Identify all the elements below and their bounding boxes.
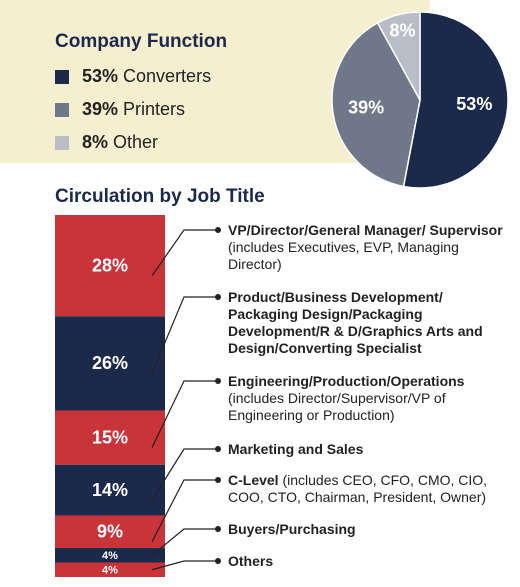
legend-swatch — [55, 103, 69, 117]
chart-title: Circulation by Job Title — [55, 186, 265, 207]
leader-line — [151, 229, 218, 277]
legend-swatch — [55, 70, 69, 84]
leader-dot — [215, 526, 221, 532]
category-name: Product/Business Development/ Packaging … — [228, 289, 483, 356]
bar-segment — [55, 464, 165, 516]
category-label: VP/Director/General Manager/ Supervisor … — [228, 222, 510, 273]
segment-label: 26% — [92, 353, 128, 373]
category-label: Engineering/Production/Operations (inclu… — [228, 373, 510, 424]
chart-title: Company Function — [55, 31, 227, 52]
legend-value: 53% — [82, 66, 118, 86]
leader-line — [151, 380, 218, 448]
leader-line — [151, 479, 218, 543]
leader-dot — [215, 446, 221, 452]
segment-label: 4% — [102, 550, 118, 562]
category-label: Product/Business Development/ Packaging … — [228, 289, 510, 357]
bar-segment — [55, 515, 165, 549]
legend-name: Converters — [123, 66, 211, 86]
slice-label: 8% — [389, 21, 415, 41]
category-detail: (includes Director/Supervisor/VP of Engi… — [228, 390, 446, 423]
legend-entry: 8% Other — [82, 132, 158, 152]
legend-swatch — [55, 136, 69, 150]
legend-name: Printers — [123, 99, 185, 119]
segment-label: 9% — [97, 522, 123, 542]
category-label: C-Level (includes CEO, CFO, CMO, CIO, CO… — [228, 472, 510, 506]
pie-slice — [402, 11, 509, 189]
leader-dot — [215, 294, 221, 300]
legend-entry: 39% Printers — [82, 99, 185, 119]
leader-dot — [215, 227, 221, 233]
segment-label: 14% — [92, 480, 128, 500]
bar-segment — [55, 548, 165, 563]
leader-line — [151, 296, 218, 374]
bar-segment — [55, 562, 165, 577]
category-name: VP/Director/General Manager/ Supervisor — [228, 222, 503, 238]
legend-name: Other — [113, 132, 158, 152]
bar-segment — [55, 410, 165, 465]
slice-label: 39% — [348, 97, 384, 117]
category-name: Marketing and Sales — [228, 441, 364, 457]
category-detail: (includes CEO, CFO, CMO, CIO, COO, CTO, … — [228, 472, 488, 505]
leader-line — [151, 448, 218, 501]
bar-segment — [55, 215, 165, 317]
segment-label: 28% — [92, 255, 128, 275]
category-name: Engineering/Production/Operations — [228, 373, 465, 389]
leader-dot — [215, 477, 221, 483]
pie-slice — [376, 11, 421, 101]
category-detail: (includes Executives, EVP, Managing Dire… — [228, 239, 459, 272]
leader-dot — [215, 558, 221, 564]
slice-label: 53% — [456, 94, 492, 114]
legend-entry: 53% Converters — [82, 66, 211, 86]
legend-value: 8% — [82, 132, 108, 152]
leader-line — [151, 560, 218, 571]
category-name: C-Level — [228, 472, 279, 488]
bar-segment — [55, 316, 165, 411]
category-label: Buyers/Purchasing — [228, 521, 510, 538]
category-label: Marketing and Sales — [228, 441, 510, 458]
category-name: Buyers/Purchasing — [228, 521, 356, 537]
leader-dot — [215, 378, 221, 384]
pie-slice — [331, 21, 421, 188]
segment-label: 4% — [102, 565, 118, 577]
leader-line — [151, 528, 218, 556]
segment-label: 15% — [92, 427, 128, 447]
legend-value: 39% — [82, 99, 118, 119]
category-label: Others — [228, 553, 510, 570]
category-name: Others — [228, 553, 274, 569]
